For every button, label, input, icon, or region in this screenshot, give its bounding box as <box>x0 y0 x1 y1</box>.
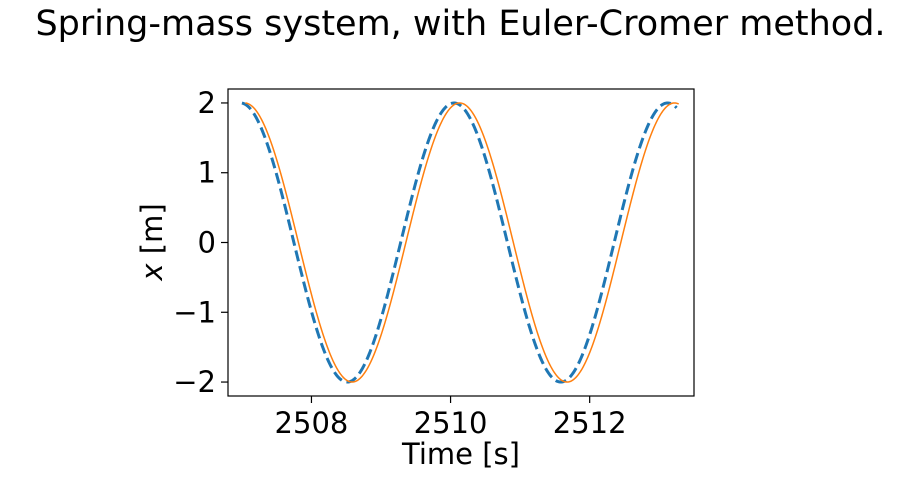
y-axis-label-unit: [m] <box>135 203 169 254</box>
y-axis-label-var: x <box>135 263 169 282</box>
y-tick-label: 1 <box>198 156 216 190</box>
y-tick-label: −1 <box>173 295 216 329</box>
series-line-2 <box>245 102 679 383</box>
series-layer <box>241 101 679 384</box>
x-axis: 2508 2510 2512 <box>275 396 627 440</box>
y-axis: −2 −1 0 1 2 <box>173 86 228 399</box>
y-tick-label: −2 <box>173 365 216 399</box>
series-line-1 <box>241 101 678 384</box>
y-tick-label: 2 <box>198 86 216 120</box>
y-tick-label: 0 <box>198 226 216 260</box>
plot-area <box>228 89 694 396</box>
chart-title: Spring-mass system, with Euler-Cromer me… <box>35 4 886 44</box>
x-tick-label: 2510 <box>414 406 488 440</box>
x-tick-label: 2512 <box>553 406 627 440</box>
x-axis-label: Time [s] <box>401 437 520 471</box>
x-tick-label: 2508 <box>275 406 349 440</box>
y-axis-label: x [m] <box>135 203 169 281</box>
